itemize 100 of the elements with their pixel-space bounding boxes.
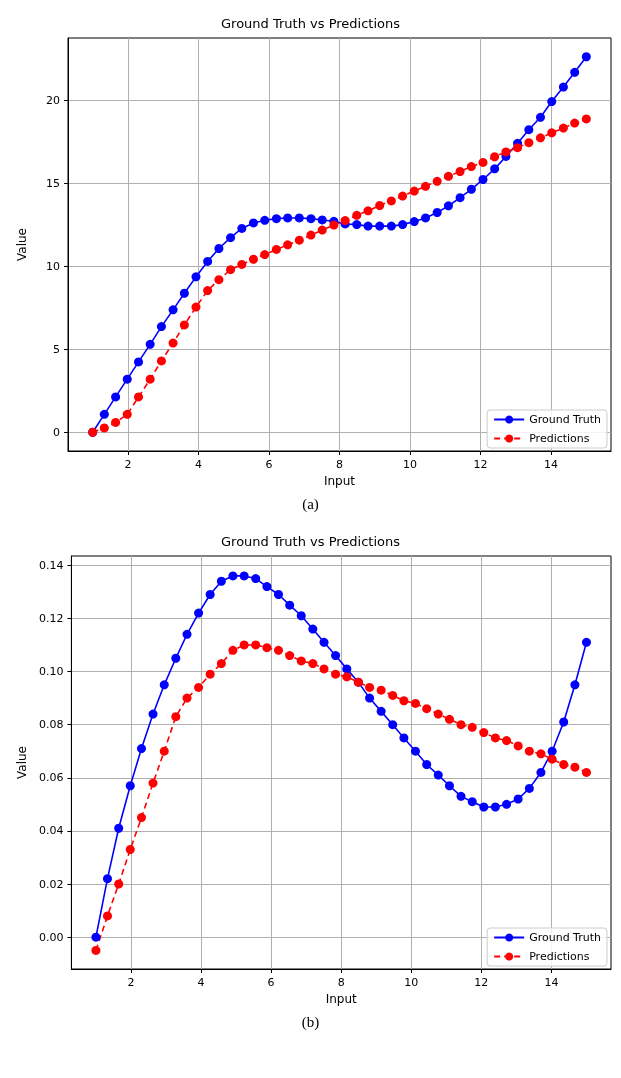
- point: [156, 356, 166, 366]
- point: [536, 749, 546, 759]
- point: [501, 147, 511, 157]
- chart-title: Ground Truth vs Predictions: [221, 534, 401, 549]
- point: [136, 813, 146, 823]
- x-axis-title: Input: [323, 473, 356, 488]
- point: [456, 720, 466, 730]
- point: [99, 423, 109, 433]
- point: [547, 97, 557, 107]
- point: [214, 243, 224, 253]
- point: [214, 275, 224, 285]
- point: [432, 207, 442, 217]
- point: [296, 611, 306, 621]
- point: [398, 220, 408, 230]
- point: [363, 221, 373, 231]
- point: [399, 733, 409, 743]
- point: [148, 778, 158, 788]
- y-tick-label: 0: [53, 425, 60, 439]
- point: [134, 392, 144, 402]
- x-tick-label: 8: [336, 458, 343, 471]
- point: [581, 114, 591, 124]
- point: [490, 164, 500, 174]
- point: [216, 659, 226, 669]
- point: [478, 174, 488, 184]
- point: [159, 680, 169, 690]
- point: [203, 286, 213, 296]
- y-tick-label: 10: [46, 259, 60, 273]
- point: [285, 600, 295, 610]
- point: [513, 741, 523, 751]
- point: [91, 932, 101, 942]
- point: [581, 637, 591, 647]
- point: [467, 722, 477, 732]
- point: [547, 746, 557, 756]
- point: [363, 206, 373, 216]
- point: [524, 783, 534, 793]
- point: [409, 186, 419, 196]
- point: [99, 409, 109, 419]
- point: [513, 794, 523, 804]
- point: [502, 799, 512, 809]
- point: [122, 374, 132, 384]
- x-tick-label: 6: [267, 976, 275, 989]
- point: [296, 656, 306, 666]
- point: [283, 213, 293, 223]
- point: [478, 157, 488, 167]
- point: [145, 339, 155, 349]
- y-tick-label: 5: [53, 342, 60, 356]
- point: [547, 754, 557, 764]
- point: [260, 215, 270, 225]
- point: [168, 305, 178, 315]
- point: [433, 709, 443, 719]
- point: [182, 629, 192, 639]
- point: [455, 193, 465, 203]
- point: [570, 762, 580, 772]
- point: [248, 254, 258, 264]
- point: [479, 728, 489, 738]
- legend-label: Predictions: [529, 432, 590, 445]
- point: [467, 797, 477, 807]
- point: [388, 720, 398, 730]
- point: [260, 250, 270, 260]
- point: [388, 690, 398, 700]
- point: [558, 123, 568, 133]
- point: [558, 82, 568, 92]
- point: [283, 240, 293, 250]
- point: [191, 302, 201, 312]
- point: [444, 781, 454, 791]
- point: [237, 223, 247, 233]
- point: [182, 693, 192, 703]
- point: [536, 767, 546, 777]
- point: [570, 67, 580, 77]
- point: [376, 685, 386, 695]
- point: [111, 417, 121, 427]
- point: [228, 571, 238, 581]
- point: [125, 844, 135, 854]
- x-tick-label: 2: [127, 976, 135, 989]
- point: [490, 152, 500, 162]
- point: [145, 374, 155, 384]
- point: [410, 746, 420, 756]
- point: [102, 874, 112, 884]
- point: [490, 802, 500, 812]
- point: [205, 669, 215, 679]
- x-tick-label: 14: [544, 976, 559, 989]
- y-tick-label: 15: [46, 176, 60, 190]
- y-axis-title: Value: [15, 746, 29, 779]
- x-tick-label: 4: [197, 976, 205, 989]
- point: [114, 823, 124, 833]
- point: [148, 709, 158, 719]
- point: [513, 143, 523, 153]
- y-tick-label: 0.08: [38, 718, 64, 732]
- point: [342, 672, 352, 682]
- point: [375, 221, 385, 231]
- point: [535, 112, 545, 122]
- point: [114, 879, 124, 889]
- point: [319, 664, 329, 674]
- legend-label: Ground Truth: [529, 413, 602, 426]
- point: [271, 214, 281, 224]
- point: [179, 288, 189, 298]
- y-tick-label: 0.04: [38, 824, 64, 838]
- point: [490, 733, 500, 743]
- point: [194, 608, 204, 618]
- point: [410, 698, 420, 708]
